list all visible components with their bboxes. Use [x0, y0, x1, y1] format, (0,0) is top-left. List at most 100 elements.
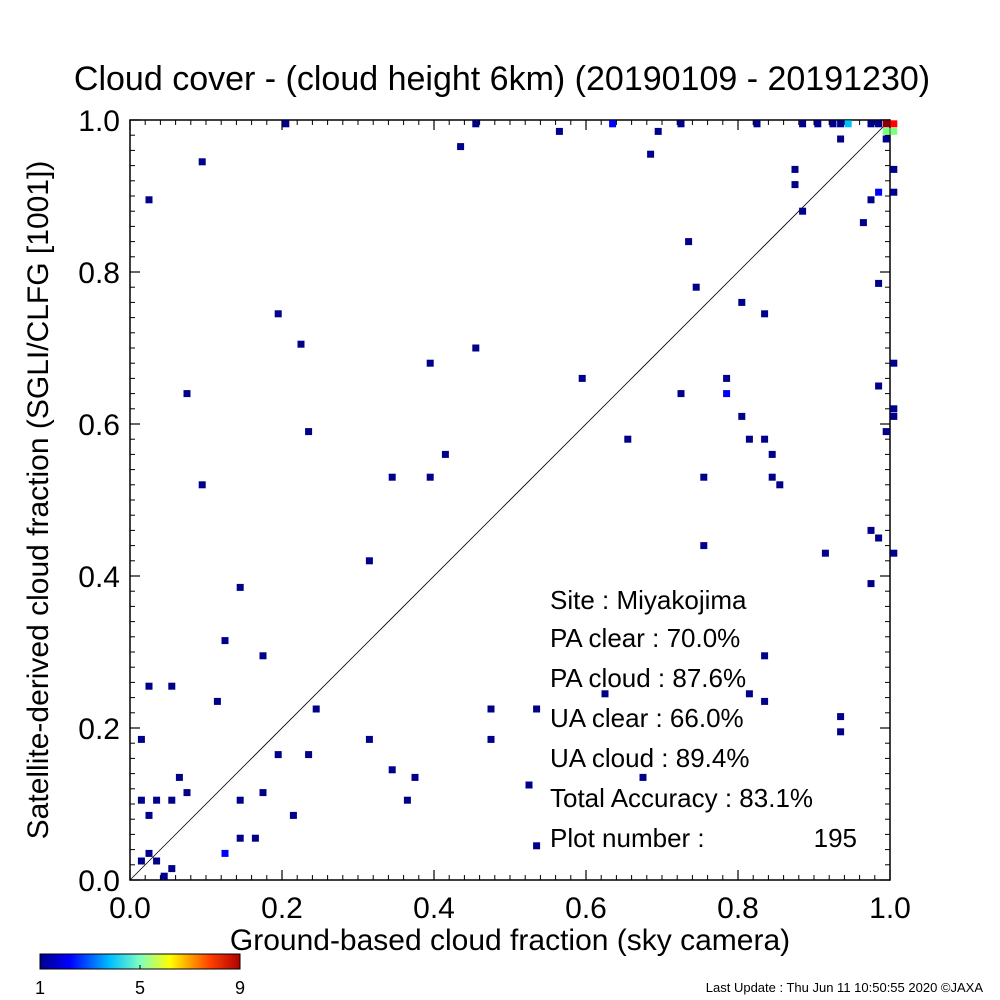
data-point — [639, 773, 647, 781]
data-point — [837, 120, 845, 128]
data-point — [137, 796, 145, 804]
data-point — [472, 344, 480, 352]
data-point — [890, 412, 898, 420]
x-tick-label: 0.2 — [261, 892, 303, 925]
data-point — [274, 310, 282, 318]
stat-ua-cloud: UA cloud : 89.4% — [550, 743, 749, 773]
stat-plot-number-value: 195 — [814, 823, 857, 853]
data-point — [426, 473, 434, 481]
data-point — [867, 526, 875, 534]
x-tick-label: 0.8 — [717, 892, 759, 925]
data-point — [236, 796, 244, 804]
data-point — [837, 713, 845, 721]
data-point — [875, 120, 883, 128]
data-point — [601, 690, 609, 698]
data-point — [700, 542, 708, 550]
data-point — [145, 682, 153, 690]
colorbar-tick-label: 1 — [35, 978, 45, 998]
data-point — [799, 120, 807, 128]
data-point — [411, 773, 419, 781]
data-point — [723, 374, 731, 382]
stats-box: Site : Miyakojima PA clear : 70.0% PA cl… — [550, 585, 857, 853]
data-point — [168, 865, 176, 873]
data-point — [198, 158, 206, 166]
y-tick-label: 0.2 — [78, 713, 120, 746]
x-tick-label: 1.0 — [869, 892, 911, 925]
data-point — [875, 382, 883, 390]
data-point — [457, 143, 465, 151]
x-axis-label: Ground-based cloud fraction (sky camera) — [230, 924, 790, 957]
data-point — [844, 120, 852, 128]
data-point — [578, 374, 586, 382]
data-point — [738, 298, 746, 306]
data-point — [472, 120, 480, 128]
y-tick-label: 0.0 — [78, 865, 120, 898]
data-point — [555, 127, 563, 135]
data-point — [875, 188, 883, 196]
colorbar: 1 5 9 — [35, 953, 245, 998]
data-point — [821, 549, 829, 557]
data-point — [145, 849, 153, 857]
data-point — [761, 697, 769, 705]
data-point — [882, 428, 890, 436]
data-point — [882, 127, 890, 135]
data-point — [837, 728, 845, 736]
data-point — [365, 557, 373, 565]
data-point — [761, 310, 769, 318]
data-point — [723, 390, 731, 398]
y-tick-label: 0.6 — [78, 409, 120, 442]
data-point — [761, 435, 769, 443]
data-point — [677, 120, 685, 128]
data-point — [867, 580, 875, 588]
data-point — [745, 435, 753, 443]
data-point — [282, 120, 290, 128]
stat-site: Site : Miyakojima — [550, 585, 747, 615]
x-axis-ticks: 0.0 0.2 0.4 0.6 0.8 1.0 — [109, 120, 911, 925]
colorbar-tick-label: 9 — [235, 978, 245, 998]
data-point — [213, 697, 221, 705]
data-point — [624, 435, 632, 443]
stat-pa-clear: PA clear : 70.0% — [550, 623, 740, 653]
data-point — [692, 283, 700, 291]
data-point — [882, 120, 890, 128]
data-point — [441, 450, 449, 458]
data-point — [221, 849, 229, 857]
data-point — [160, 872, 168, 880]
one-to-one-line — [129, 119, 891, 881]
data-point — [799, 207, 807, 215]
data-point — [890, 549, 898, 557]
data-point — [388, 473, 396, 481]
y-tick-label: 1.0 — [78, 105, 120, 138]
y-axis-ticks: 0.0 0.2 0.4 0.6 0.8 1.0 — [78, 105, 890, 898]
data-point — [533, 705, 541, 713]
data-point — [791, 165, 799, 173]
data-point — [487, 705, 495, 713]
data-point — [236, 583, 244, 591]
stat-ua-clear: UA clear : 66.0% — [550, 703, 744, 733]
stat-pa-cloud: PA cloud : 87.6% — [550, 663, 746, 693]
data-point — [137, 857, 145, 865]
data-point — [183, 789, 191, 797]
data-point — [175, 773, 183, 781]
data-point — [685, 238, 693, 246]
stat-plot-number-label: Plot number : — [550, 823, 705, 853]
data-point — [837, 135, 845, 143]
data-point — [654, 127, 662, 135]
data-point — [768, 450, 776, 458]
data-point — [533, 842, 541, 850]
data-point — [153, 796, 161, 804]
y-axis-label: Satellite-derived cloud fraction (SGLI/C… — [22, 161, 55, 840]
data-point — [305, 428, 313, 436]
data-point — [365, 735, 373, 743]
data-point — [289, 811, 297, 819]
data-point — [890, 359, 898, 367]
data-point — [768, 473, 776, 481]
data-point — [647, 150, 655, 158]
data-point — [168, 796, 176, 804]
data-point — [791, 181, 799, 189]
data-point — [168, 682, 176, 690]
colorbar-tick-label: 5 — [135, 978, 145, 998]
data-point — [274, 751, 282, 759]
data-point — [153, 857, 161, 865]
data-point — [609, 120, 617, 128]
